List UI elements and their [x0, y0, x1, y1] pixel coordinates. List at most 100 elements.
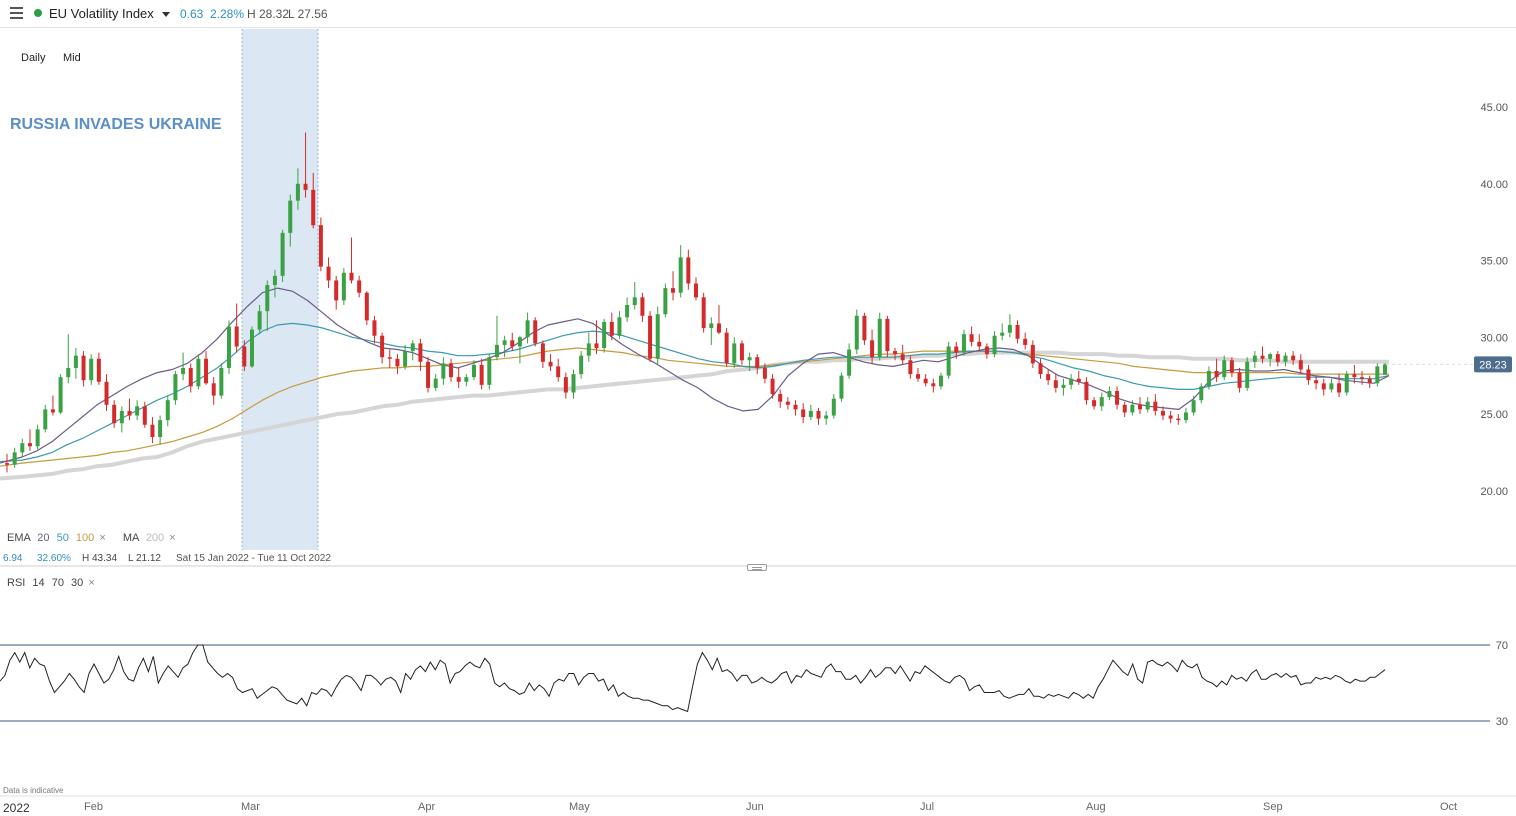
candle — [5, 453, 9, 473]
candle-body — [73, 355, 78, 368]
candle — [632, 281, 637, 310]
candle-body — [1145, 401, 1150, 410]
candle-body — [1245, 361, 1250, 388]
price-type-selector[interactable]: Mid — [63, 52, 81, 64]
candle — [977, 334, 982, 352]
candle-body — [510, 340, 515, 347]
candle — [870, 329, 875, 364]
candle — [1314, 375, 1319, 390]
candle-body — [694, 283, 698, 298]
candle-body — [732, 343, 737, 364]
instrument-name[interactable]: EU Volatility Index — [49, 6, 154, 21]
candle-body — [1130, 404, 1135, 413]
candle-body — [1260, 355, 1265, 359]
candle — [426, 357, 431, 393]
ema-label: EMA — [7, 532, 31, 544]
candle — [1183, 407, 1188, 424]
candle-body — [1007, 324, 1012, 333]
candle-body — [395, 358, 400, 367]
x-tick-label: May — [569, 801, 590, 813]
candle-body — [211, 383, 216, 396]
y-tick-label: 45.00 — [1480, 102, 1508, 114]
candle — [1291, 351, 1296, 365]
candle — [249, 326, 254, 368]
candle — [58, 374, 63, 414]
candle — [716, 305, 721, 335]
candle-body — [418, 343, 423, 362]
range-change: 6.94 — [3, 553, 23, 564]
candle-body — [1030, 344, 1035, 364]
candle — [1015, 320, 1020, 344]
candle — [487, 354, 492, 390]
candle-body — [66, 367, 71, 378]
candle — [341, 268, 346, 306]
top-bar: EU Volatility Index 0.63 2.28% H 28.32 L… — [0, 0, 1516, 28]
candle-body — [862, 315, 867, 341]
candle — [66, 334, 71, 384]
candle — [280, 229, 285, 282]
candle — [1130, 400, 1135, 416]
remove-ema-icon[interactable]: × — [99, 532, 106, 544]
candle-body — [870, 340, 875, 358]
remove-rsi-icon[interactable]: × — [88, 577, 95, 589]
candle-body — [1069, 378, 1074, 385]
candle — [295, 168, 300, 210]
candle-body — [1344, 374, 1349, 393]
candle-body — [954, 346, 959, 353]
pane-resize-handle[interactable] — [747, 564, 767, 571]
ema50-label: 50 — [56, 532, 69, 544]
candle-body — [548, 361, 553, 367]
candle-body — [671, 288, 676, 293]
candle-body — [808, 410, 813, 418]
candle — [227, 320, 232, 375]
candle — [403, 344, 408, 370]
rsi-legend: RSI 14 70 30 × — [7, 577, 95, 589]
candle-body — [227, 326, 232, 368]
candle — [1145, 397, 1150, 413]
ema100-label: 100 — [75, 532, 95, 544]
candle — [893, 347, 898, 361]
candle — [517, 335, 522, 364]
candle — [380, 332, 385, 364]
candle-body — [1038, 363, 1043, 375]
candle-body — [135, 406, 140, 416]
candle — [395, 354, 400, 375]
candle — [1337, 374, 1342, 398]
candle-body — [540, 343, 545, 362]
remove-ma-icon[interactable]: × — [169, 532, 176, 544]
candle-body — [150, 424, 155, 438]
candle-body — [204, 358, 209, 384]
candle-body — [785, 401, 790, 405]
y-tick-label: 35.00 — [1480, 256, 1508, 268]
candle-body — [89, 358, 94, 381]
y-tick-label: 30.00 — [1480, 332, 1508, 344]
candle — [502, 335, 507, 358]
candle — [1206, 366, 1211, 390]
candle-body — [938, 375, 943, 387]
candle-body — [1061, 384, 1066, 388]
candle — [732, 337, 737, 368]
price-change: 0.63 — [180, 7, 204, 21]
hamburger-icon[interactable] — [10, 7, 23, 19]
candle-body — [648, 315, 653, 359]
candle-body — [961, 334, 966, 353]
candle — [1023, 332, 1028, 350]
candle — [961, 329, 966, 356]
candle-body — [127, 410, 132, 416]
candle-body — [816, 410, 821, 419]
candle-body — [219, 367, 224, 396]
candle-body — [96, 358, 101, 382]
candle — [617, 311, 622, 339]
candle-body — [257, 311, 262, 330]
candle — [1375, 363, 1380, 387]
candle-body — [625, 305, 630, 318]
candle-body — [303, 183, 308, 190]
candle — [318, 217, 323, 272]
candle-body — [81, 355, 86, 381]
chevron-down-icon[interactable] — [162, 12, 170, 17]
candle — [1383, 363, 1387, 375]
candle-body — [1153, 401, 1158, 411]
candle — [1344, 371, 1349, 396]
interval-selector[interactable]: Daily — [21, 52, 46, 64]
